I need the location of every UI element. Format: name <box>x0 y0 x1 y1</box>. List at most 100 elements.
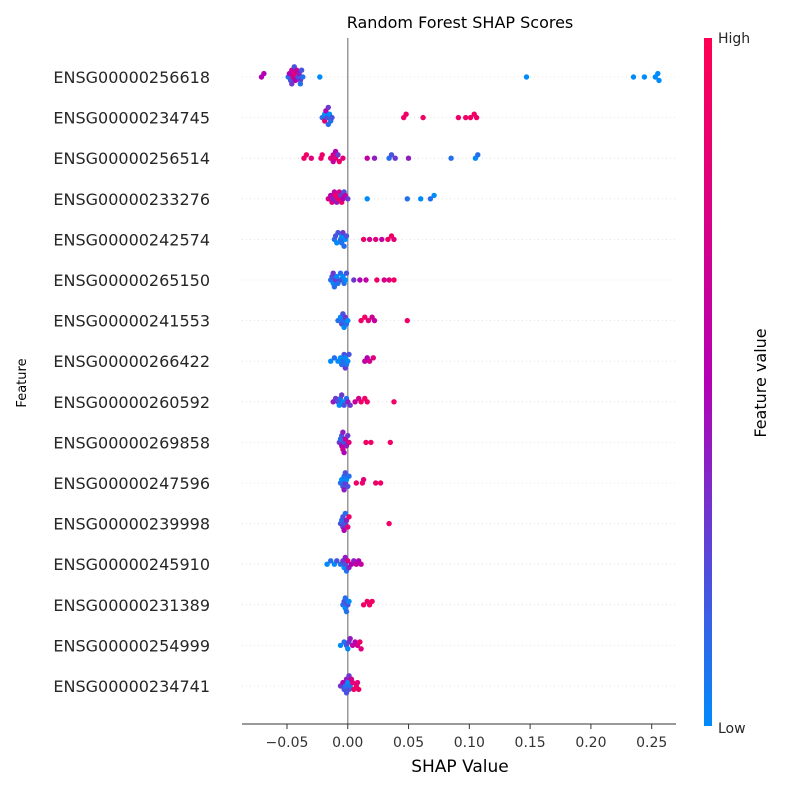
data-point <box>346 514 352 520</box>
data-point <box>345 646 351 652</box>
data-point <box>388 152 395 158</box>
feature-label: ENSG00000231389 <box>53 596 210 615</box>
data-point <box>365 317 372 324</box>
data-point <box>303 152 310 158</box>
data-point <box>343 270 350 276</box>
feature-label: ENSG00000256514 <box>53 149 210 168</box>
row-guides <box>242 76 676 687</box>
data-point <box>391 277 397 283</box>
data-point <box>346 473 352 479</box>
data-point <box>345 524 351 530</box>
data-point <box>641 74 648 80</box>
data-point <box>364 196 370 202</box>
x-tick-label: 0.15 <box>515 735 546 751</box>
data-point <box>335 152 341 158</box>
data-point <box>455 114 462 121</box>
data-point <box>360 476 367 483</box>
data-point <box>341 527 347 534</box>
data-point <box>360 602 367 608</box>
feature-label: ENSG00000234745 <box>53 109 210 128</box>
data-point <box>297 81 304 87</box>
data-point <box>342 277 348 283</box>
feature-label: ENSG00000247596 <box>53 474 210 493</box>
data-point <box>391 236 397 243</box>
data-point <box>352 399 358 405</box>
data-point <box>371 317 378 324</box>
data-point <box>467 114 474 121</box>
data-point <box>351 277 357 283</box>
data-point <box>354 679 361 686</box>
data-point <box>345 196 351 202</box>
data-point <box>319 152 325 158</box>
data-point <box>298 67 305 73</box>
data-point <box>475 152 481 158</box>
data-point <box>337 642 344 649</box>
data-point <box>391 399 397 405</box>
x-tick-label: 0.25 <box>636 735 667 751</box>
data-point <box>655 70 661 77</box>
data-point <box>392 155 398 161</box>
data-point <box>336 158 342 165</box>
data-point <box>308 155 314 161</box>
data-point <box>345 432 351 439</box>
data-point <box>342 470 348 476</box>
data-point <box>345 558 351 564</box>
data-point <box>387 439 393 446</box>
data-point <box>371 155 378 161</box>
data-point <box>360 236 367 243</box>
data-point <box>341 487 347 493</box>
data-point <box>345 317 351 324</box>
data-point <box>358 317 364 324</box>
data-point <box>463 114 469 121</box>
feature-labels: ENSG00000256618 ENSG00000234745 ENSG000002… <box>53 68 210 696</box>
data-point <box>403 111 409 117</box>
data-point <box>363 439 369 446</box>
feature-label: ENSG00000233276 <box>53 190 210 209</box>
x-tick-label: 0.10 <box>454 735 485 751</box>
data-point <box>339 392 345 398</box>
data-point <box>381 277 387 283</box>
data-point <box>373 236 379 243</box>
data-point <box>335 229 341 236</box>
data-point <box>404 196 410 202</box>
data-point <box>340 155 346 161</box>
data-point <box>346 439 352 446</box>
x-tick-label: −0.05 <box>266 735 309 751</box>
data-point <box>329 114 335 121</box>
data-point <box>289 81 295 87</box>
data-point <box>345 358 351 364</box>
data-point <box>347 402 353 408</box>
data-point <box>334 273 340 280</box>
data-point <box>261 70 267 77</box>
feature-label: ENSG00000241553 <box>53 312 210 331</box>
data-point <box>386 520 392 527</box>
colorbar-title: Feature value <box>751 328 770 437</box>
feature-label: ENSG00000234741 <box>53 677 210 696</box>
feature-label: ENSG00000266422 <box>53 352 210 371</box>
data-point <box>523 74 530 80</box>
data-point <box>364 155 370 161</box>
x-tick-label: 0.00 <box>332 735 363 751</box>
data-point <box>341 243 347 249</box>
colorbar-low-label: Low <box>718 721 746 737</box>
data-point <box>358 399 364 405</box>
data-point <box>358 646 364 652</box>
data-point <box>353 480 359 486</box>
data-point <box>331 355 338 361</box>
data-point <box>349 679 356 686</box>
feature-label: ENSG00000242574 <box>53 230 210 249</box>
data-point <box>427 196 434 202</box>
data-point <box>418 196 424 202</box>
data-point <box>331 284 338 290</box>
data-point <box>346 351 352 358</box>
data-point <box>347 635 353 642</box>
data-point <box>300 74 306 80</box>
data-point <box>328 358 334 364</box>
feature-label: ENSG00000260592 <box>53 393 210 412</box>
y-axis-title: Feature <box>15 358 30 407</box>
data-point <box>342 595 348 601</box>
data-point <box>342 510 348 517</box>
colorbar-high-label: High <box>718 31 750 47</box>
data-point <box>385 236 391 243</box>
